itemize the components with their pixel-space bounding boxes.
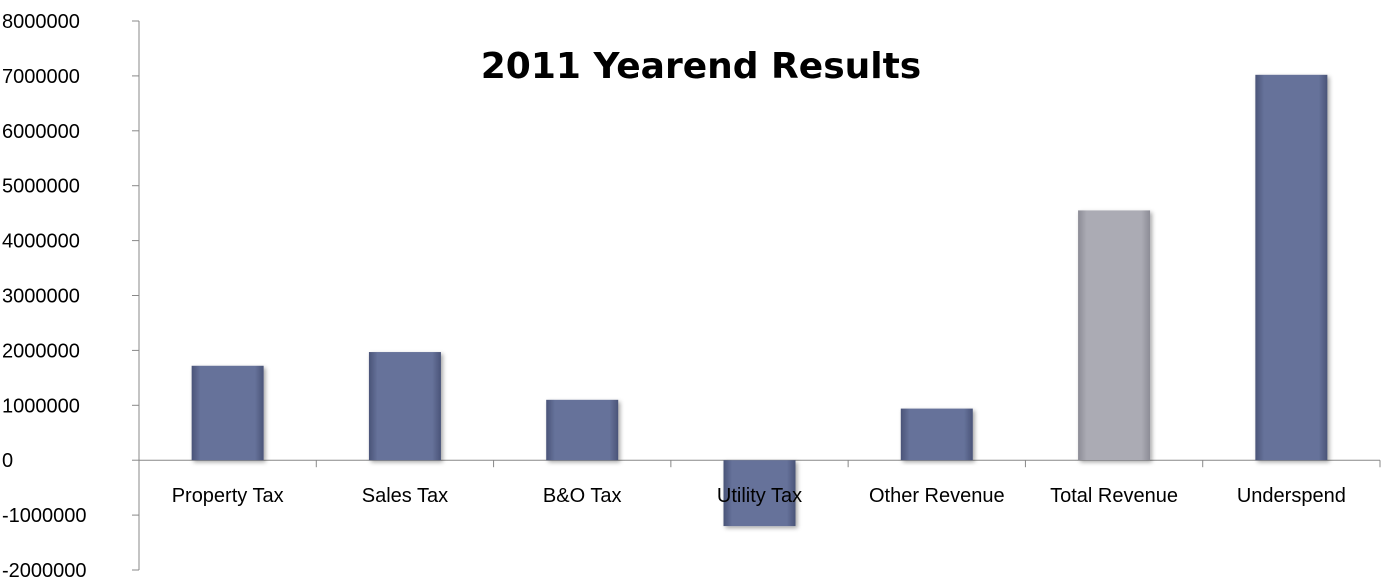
x-tick-label: Utility Tax — [717, 485, 802, 507]
y-axis: 8000000 7000000 6000000 5000000 4000000 30000… — [2, 11, 140, 580]
y-tick-label: 3000000 — [2, 286, 80, 308]
chart-title: 2011 Yearend Results — [481, 46, 921, 87]
bar-total-revenue — [1078, 210, 1151, 461]
y-tick-label: 6000000 — [2, 121, 80, 143]
x-tick-label: Sales Tax — [362, 485, 448, 507]
x-tick-label: Other Revenue — [869, 485, 1005, 507]
x-tick-label: Total Revenue — [1050, 485, 1178, 507]
y-tick-label: 1000000 — [2, 395, 80, 417]
y-tick-label: 2000000 — [2, 340, 80, 362]
bar-property-tax — [191, 365, 264, 461]
x-tick-label: Property Tax — [172, 485, 284, 507]
bar-b-o-tax — [546, 399, 619, 461]
y-tick-label: -2000000 — [2, 560, 87, 580]
bar-other-revenue — [900, 408, 973, 461]
bar-sales-tax — [368, 352, 441, 461]
x-tick-label: B&O Tax — [543, 485, 622, 507]
y-tick-label: 4000000 — [2, 231, 80, 253]
y-tick-label: 7000000 — [2, 66, 80, 88]
bar-utility-tax — [723, 460, 796, 527]
bar-series — [191, 74, 1328, 527]
y-tick-label: 8000000 — [2, 11, 80, 33]
y-tick-label: 0 — [2, 450, 13, 472]
bar-underspend — [1255, 74, 1328, 461]
y-tick-label: -1000000 — [2, 505, 87, 527]
y-tick-label: 5000000 — [2, 176, 80, 198]
x-tick-label: Underspend — [1237, 485, 1346, 507]
x-tick-labels: Property Tax Sales Tax B&O Tax Utility Tax O… — [172, 485, 1346, 507]
